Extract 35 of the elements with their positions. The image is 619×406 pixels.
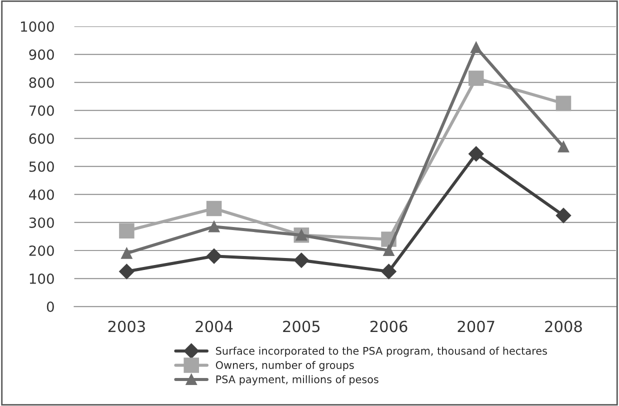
point xyxy=(121,248,132,259)
point xyxy=(381,264,396,280)
point xyxy=(206,248,222,264)
y-tick-label: 300 xyxy=(29,217,54,228)
point xyxy=(468,70,484,86)
y-tick-label: 600 xyxy=(29,133,54,144)
x-tick-label: 2006 xyxy=(370,320,408,332)
y-tick-label: 500 xyxy=(29,161,54,172)
point xyxy=(468,146,484,162)
x-tick-label: 2003 xyxy=(108,320,145,332)
y-tick-label: 100 xyxy=(30,273,54,284)
legend-label: PSA payment, millions of pesos xyxy=(216,375,378,386)
point xyxy=(556,208,572,224)
y-tick-label: 200 xyxy=(29,245,54,256)
y-tick-label: 900 xyxy=(29,49,54,60)
y-tick-label: 0 xyxy=(46,302,54,312)
x-tick-label: 2008 xyxy=(545,320,582,332)
point xyxy=(556,96,572,112)
legend-label: Owners, number of groups xyxy=(216,360,354,372)
point xyxy=(119,223,134,239)
legend-label: Surface incorporated to the PSA program, thousand of hectares xyxy=(216,346,547,357)
y-tick-label: 700 xyxy=(29,105,54,116)
x-tick-label: 2005 xyxy=(283,320,320,332)
point xyxy=(208,221,220,232)
point xyxy=(206,200,222,216)
y-tick-label: 400 xyxy=(29,189,54,200)
point xyxy=(383,244,394,256)
point xyxy=(119,264,134,280)
y-tick-label: 1000 xyxy=(21,21,54,32)
y-tick-label: 800 xyxy=(29,77,54,88)
point xyxy=(558,141,570,152)
point xyxy=(470,42,482,53)
point xyxy=(294,252,309,268)
x-tick-label: 2007 xyxy=(458,320,494,332)
x-tick-label: 2004 xyxy=(196,320,233,332)
